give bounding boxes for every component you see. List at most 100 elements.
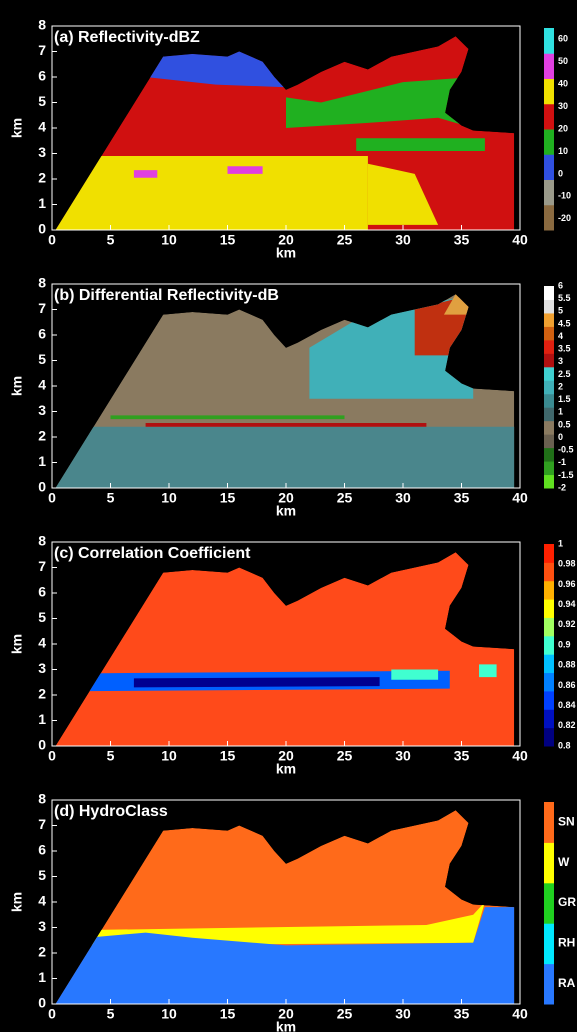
y-tick-label: 0 <box>38 479 46 495</box>
x-tick-label: 40 <box>512 232 528 248</box>
x-axis-label: km <box>276 245 296 261</box>
x-tick-label: 20 <box>278 748 294 764</box>
colorbar-tick-label: 0.84 <box>558 700 576 710</box>
y-tick-label: 2 <box>38 428 46 444</box>
colorbar-tick-label: 2 <box>558 381 563 391</box>
x-tick-label: 0 <box>48 1006 56 1022</box>
y-tick-label: 7 <box>38 558 46 574</box>
panel: 0 5 10 15 20 25 30 35 40 0 1 2 3 4 5 6 7 8 km km (c) Correla… <box>9 533 576 777</box>
field-region <box>391 669 439 680</box>
colorbar-segment <box>544 407 554 422</box>
colorbar-tick-label: 0.92 <box>558 619 576 629</box>
radar-field <box>55 36 515 231</box>
x-tick-label: 30 <box>395 232 411 248</box>
x-tick-label: 0 <box>48 748 56 764</box>
y-axis-label: km <box>9 376 25 396</box>
y-tick-label: 1 <box>38 711 46 727</box>
x-tick-label: 20 <box>278 490 294 506</box>
field-region <box>133 677 380 688</box>
y-tick-label: 4 <box>38 893 46 909</box>
panel: 0 5 10 15 20 25 30 35 40 0 1 2 3 4 5 6 7 8 km km (d) HydroCl… <box>9 791 577 1032</box>
colorbar-segment <box>544 299 554 314</box>
colorbar-segment <box>544 617 554 637</box>
colorbar-tick-label: 4 <box>558 331 563 341</box>
y-tick-label: 2 <box>38 944 46 960</box>
colorbar-segment <box>544 672 554 692</box>
colorbar-tick-label: 10 <box>558 146 568 156</box>
colorbar-segment <box>544 339 554 354</box>
x-axis-label: km <box>276 503 296 519</box>
field-base <box>55 552 515 746</box>
y-axis-label: km <box>9 634 25 654</box>
x-tick-label: 25 <box>337 748 353 764</box>
colorbar-segment <box>544 179 554 206</box>
colorbar-segment <box>544 544 554 563</box>
field-region <box>479 664 497 678</box>
colorbar-tick-label: 0 <box>558 432 563 442</box>
colorbar-segment <box>544 380 554 395</box>
panel-title: (a) Reflectivity-dBZ <box>54 29 200 46</box>
x-tick-label: 10 <box>161 232 177 248</box>
colorbar-tick-label: 5.5 <box>558 293 571 303</box>
y-tick-label: 8 <box>38 17 46 33</box>
x-tick-label: 5 <box>107 490 115 506</box>
colorbar-category: RA <box>558 976 576 990</box>
colorbar-segment <box>544 802 554 843</box>
y-tick-label: 7 <box>38 816 46 832</box>
colorbar-tick-label: 20 <box>558 123 568 133</box>
x-tick-label: 35 <box>454 748 470 764</box>
colorbar-tick-label: 0.94 <box>558 599 576 609</box>
colorbar-segment <box>544 326 554 341</box>
colorbar-segment <box>544 286 554 300</box>
y-tick-label: 6 <box>38 326 46 342</box>
colorbar-tick-label: 2.5 <box>558 369 571 379</box>
colorbar-segment <box>544 154 554 180</box>
y-tick-label: 3 <box>38 144 46 160</box>
colorbar-category: RH <box>558 936 575 950</box>
colorbar-segment <box>544 103 554 130</box>
colorbar-tick-label: 1 <box>558 407 563 417</box>
colorbar-tick-label: -2 <box>558 482 566 492</box>
colorbar-segment <box>544 690 554 710</box>
x-tick-label: 40 <box>512 490 528 506</box>
x-tick-label: 5 <box>107 232 115 248</box>
colorbar-category: GR <box>558 895 576 909</box>
colorbar-segment <box>544 963 554 1005</box>
colorbar-tick-label: 0.98 <box>558 559 576 569</box>
x-tick-label: 25 <box>337 232 353 248</box>
colorbar-tick-label: -10 <box>558 191 571 201</box>
colorbar-segment <box>544 312 554 327</box>
colorbar-tick-label: 0.96 <box>558 579 576 589</box>
radar-field <box>55 552 515 746</box>
colorbar-tick-label: 0.8 <box>558 740 571 750</box>
y-tick-label: 2 <box>38 170 46 186</box>
x-tick-label: 25 <box>337 490 353 506</box>
colorbar-tick-label: 3.5 <box>558 344 571 354</box>
colorbar-segment <box>544 366 554 381</box>
colorbar-segment <box>544 420 554 435</box>
x-tick-label: 20 <box>278 232 294 248</box>
colorbar-segment <box>544 28 554 54</box>
colorbar-segment <box>544 580 554 600</box>
colorbar-segment <box>544 447 554 462</box>
x-tick-label: 5 <box>107 748 115 764</box>
x-tick-label: 40 <box>512 748 528 764</box>
colorbar-tick-label: 0 <box>558 168 563 178</box>
y-tick-label: 2 <box>38 686 46 702</box>
field-region <box>110 415 345 420</box>
colorbar-segment <box>544 204 554 231</box>
field-region <box>55 907 515 1004</box>
x-tick-label: 40 <box>512 1006 528 1022</box>
x-tick-label: 0 <box>48 490 56 506</box>
field-region <box>133 170 158 178</box>
colorbar-segment <box>544 53 554 79</box>
y-axis-label: km <box>9 118 25 138</box>
x-tick-label: 5 <box>107 1006 115 1022</box>
x-tick-label: 20 <box>278 1006 294 1022</box>
panel: 0 5 10 15 20 25 30 35 40 0 1 2 3 4 5 6 7 8 km km (a) Reflect… <box>9 17 571 261</box>
x-axis-label: km <box>276 761 296 777</box>
colorbar-segment <box>544 129 554 155</box>
colorbar-tick-label: 60 <box>558 34 568 44</box>
x-tick-label: 35 <box>454 1006 470 1022</box>
x-tick-label: 35 <box>454 232 470 248</box>
